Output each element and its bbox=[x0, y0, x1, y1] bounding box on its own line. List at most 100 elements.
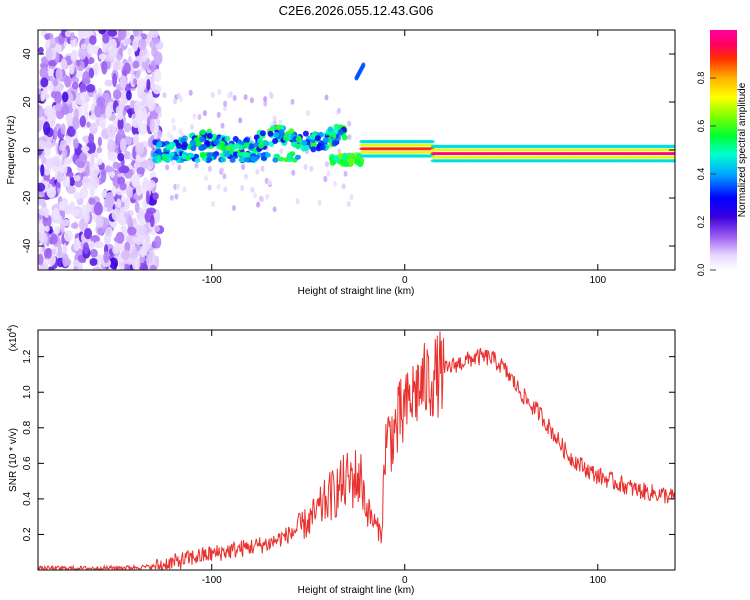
snr-xtick-label: 0 bbox=[402, 575, 408, 586]
heatmap-cell bbox=[93, 241, 104, 249]
heatmap-cell bbox=[44, 33, 50, 41]
heatmap-xlabel: Height of straight line (km) bbox=[298, 286, 415, 297]
heatmap-cell bbox=[291, 169, 296, 176]
heatmap-cell bbox=[135, 258, 141, 270]
heatmap-cell bbox=[289, 151, 296, 157]
heatmap-cell bbox=[41, 156, 47, 165]
heatmap-cell bbox=[341, 183, 346, 190]
heatmap-cell bbox=[328, 131, 335, 138]
heatmap-cell bbox=[232, 95, 237, 101]
heatmap-cell bbox=[69, 32, 75, 41]
heatmap-cell bbox=[82, 71, 90, 85]
heatmap-cell bbox=[54, 225, 61, 235]
heatmap-cell bbox=[96, 158, 103, 166]
heatmap-cell bbox=[55, 67, 63, 82]
heatmap-cell bbox=[295, 143, 302, 150]
heatmap-cell bbox=[225, 145, 232, 152]
heatmap-cell bbox=[64, 75, 72, 88]
heatmap-cell bbox=[45, 141, 53, 149]
heatmap-cell bbox=[156, 141, 163, 148]
heatmap-cell bbox=[327, 126, 334, 133]
colorbar-tick-label: 0.0 bbox=[696, 264, 706, 277]
heatmap-cell bbox=[290, 98, 295, 105]
heatmap-cell bbox=[62, 243, 67, 256]
heatmap-cell bbox=[145, 190, 150, 205]
snr-ylabel-multiplier: (x104) bbox=[7, 325, 19, 352]
heatmap-cell bbox=[194, 162, 199, 169]
heatmap-cell bbox=[80, 145, 90, 152]
heatmap-cell bbox=[67, 126, 76, 137]
heatmap-cell bbox=[206, 132, 213, 139]
colorbar-tick-label: 0.6 bbox=[696, 120, 706, 133]
heatmap-cell bbox=[343, 170, 348, 177]
heatmap-cell bbox=[116, 198, 122, 209]
heatmap-cell bbox=[127, 215, 133, 229]
heatmap-cell bbox=[224, 135, 231, 142]
heatmap-cell bbox=[58, 201, 65, 211]
heatmap-cell bbox=[323, 175, 328, 182]
heatmap-cell bbox=[141, 180, 152, 190]
heatmap-cell bbox=[227, 92, 231, 99]
heatmap-cell bbox=[216, 111, 221, 118]
heatmap-cell bbox=[142, 107, 147, 122]
heatmap-cell bbox=[238, 157, 245, 163]
heatmap-cell bbox=[127, 226, 137, 236]
heatmap-cell bbox=[188, 89, 193, 96]
heatmap-cell bbox=[219, 140, 226, 147]
heatmap-cell bbox=[672, 144, 675, 148]
heatmap-cell bbox=[135, 142, 145, 155]
snr-xtick-label: -100 bbox=[202, 575, 222, 586]
heatmap-cell bbox=[220, 122, 225, 129]
snr-panel: -100 0 100 0.2 0.4 0.6 0.8 1.0 1.2 Height of str… bbox=[7, 325, 676, 596]
heatmap-cell bbox=[265, 193, 270, 200]
heatmap-cell bbox=[109, 38, 117, 51]
heatmap-cell bbox=[70, 208, 81, 216]
heatmap-cell bbox=[54, 44, 62, 53]
heatmap-cell bbox=[269, 92, 274, 99]
heatmap-cell bbox=[132, 60, 140, 69]
heatmap-cell bbox=[326, 170, 331, 177]
heatmap-cell bbox=[149, 30, 159, 39]
heatmap-cell bbox=[672, 159, 675, 163]
heatmap-cell bbox=[156, 158, 162, 163]
heatmap-cell bbox=[97, 116, 107, 127]
heatmap-cell bbox=[117, 117, 124, 132]
heatmap-cell bbox=[263, 140, 269, 147]
heatmap-cell bbox=[137, 122, 148, 135]
heatmap-cell bbox=[40, 164, 45, 177]
heatmap-cell bbox=[72, 115, 80, 130]
heatmap-cell bbox=[272, 115, 277, 122]
heatmap-cell bbox=[73, 191, 82, 200]
heatmap-cell bbox=[232, 205, 236, 211]
heatmap-cell bbox=[73, 108, 80, 119]
heatmap-cell bbox=[124, 263, 131, 270]
colorbar-gradient bbox=[710, 30, 737, 270]
heatmap-cell bbox=[47, 68, 55, 76]
heatmap-cell bbox=[86, 42, 95, 55]
heatmap-cell bbox=[120, 225, 127, 232]
heatmap-cell bbox=[55, 182, 61, 189]
heatmap-xtick-label: -100 bbox=[202, 275, 222, 286]
heatmap-cell bbox=[132, 30, 139, 38]
heatmap-cell bbox=[329, 159, 336, 166]
heatmap-cell bbox=[248, 143, 255, 150]
heatmap-ylabel: Frequency (Hz) bbox=[6, 116, 17, 185]
heatmap-cell bbox=[58, 144, 66, 152]
heatmap-cell bbox=[102, 43, 109, 53]
heatmap-cell bbox=[169, 134, 174, 141]
heatmap-cell bbox=[267, 179, 272, 186]
heatmap-cell bbox=[104, 105, 112, 119]
heatmap-cell bbox=[211, 152, 218, 158]
heatmap-cell bbox=[174, 193, 179, 200]
heatmap-cell bbox=[43, 147, 52, 157]
heatmap-cell bbox=[197, 114, 202, 120]
heatmap-cell bbox=[97, 136, 102, 147]
heatmap-cell bbox=[207, 165, 212, 172]
heatmap-cell bbox=[275, 124, 282, 131]
heatmap-cell bbox=[154, 225, 160, 232]
heatmap-cell bbox=[107, 152, 117, 162]
heatmap-cell bbox=[207, 184, 212, 191]
heatmap-cell bbox=[161, 156, 168, 162]
heatmap-cell bbox=[173, 98, 177, 105]
heatmap-cell bbox=[343, 161, 350, 168]
